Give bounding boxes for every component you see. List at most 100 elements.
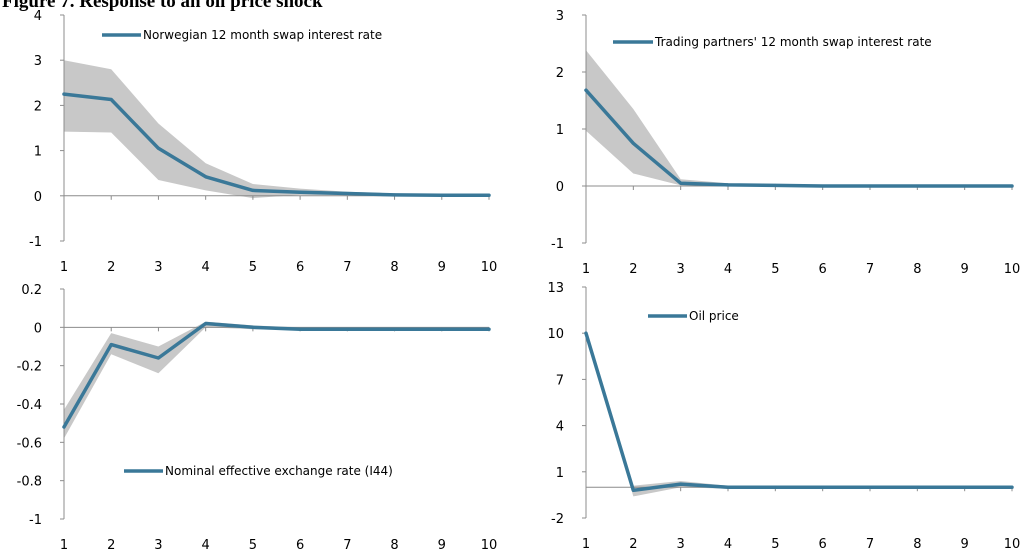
data-point	[345, 192, 349, 195]
y-tick-label: 1	[556, 466, 564, 481]
confidence-band	[64, 60, 489, 199]
y-tick-label: 3	[34, 54, 42, 69]
data-point	[298, 327, 302, 331]
legend-label: Oil price	[689, 309, 739, 323]
data-point	[204, 175, 208, 179]
data-point	[726, 183, 730, 187]
legend-label: Trading partners' 12 month swap interest…	[654, 35, 932, 49]
data-point	[821, 184, 825, 188]
y-tick-label: -0.4	[17, 398, 42, 413]
x-tick-label: 8	[390, 260, 398, 275]
data-point	[62, 92, 66, 96]
confidence-band	[586, 333, 1012, 497]
data-point	[773, 183, 777, 187]
data-point	[679, 181, 683, 185]
x-tick-label: 7	[343, 260, 351, 275]
y-tick-label: -0.2	[17, 360, 42, 375]
series-line	[62, 92, 491, 198]
data-point	[204, 322, 208, 325]
y-tick-label: -2	[551, 512, 564, 527]
x-tick-label: 9	[438, 260, 446, 275]
x-tick-label: 1	[582, 262, 590, 277]
data-point	[915, 485, 919, 489]
y-tick-label: 0.2	[21, 283, 42, 298]
data-point	[631, 488, 635, 492]
legend-label: Norwegian 12 month swap interest rate	[143, 28, 382, 42]
data-point	[1010, 485, 1014, 489]
x-tick-label: 7	[343, 538, 351, 550]
y-tick-label: 2	[556, 66, 564, 81]
data-point	[62, 425, 66, 429]
x-tick-label: 3	[677, 262, 685, 277]
data-point	[393, 327, 397, 331]
series-line	[584, 331, 1014, 493]
x-tick-label: 7	[866, 262, 874, 277]
data-point	[584, 88, 588, 92]
y-tick-label: 4	[556, 420, 564, 435]
y-tick-label: 1	[556, 123, 564, 138]
data-point	[679, 482, 683, 486]
data-point	[868, 184, 872, 188]
x-tick-label: 3	[677, 537, 685, 550]
x-tick-label: 2	[107, 260, 115, 275]
x-tick-label: 6	[819, 262, 827, 277]
y-tick-label: 13	[547, 281, 564, 296]
data-point	[156, 146, 160, 150]
y-tick-label: 7	[556, 373, 564, 388]
y-tick-label: 0	[34, 190, 42, 205]
x-tick-label: 6	[296, 260, 304, 275]
series-line	[62, 321, 491, 429]
y-tick-label: -1	[29, 235, 42, 250]
x-tick-label: 10	[1004, 262, 1021, 277]
x-tick-label: 1	[60, 538, 68, 550]
legend-label: Nominal effective exchange rate (I44)	[165, 464, 393, 478]
x-tick-label: 2	[107, 538, 115, 550]
x-tick-label: 2	[629, 537, 637, 550]
figure-title: Figure 7. Response to an oil price shock	[2, 0, 323, 12]
x-tick-label: 10	[1004, 537, 1021, 550]
x-tick-label: 5	[249, 260, 257, 275]
data-point	[440, 327, 444, 331]
y-tick-label: 1	[34, 145, 42, 160]
data-point	[584, 331, 588, 335]
data-point	[109, 98, 113, 101]
x-tick-label: 4	[724, 262, 732, 277]
x-tick-label: 5	[771, 537, 779, 550]
x-tick-label: 4	[202, 260, 210, 275]
data-point	[440, 193, 444, 197]
x-tick-label: 8	[913, 537, 921, 550]
x-tick-label: 1	[582, 537, 590, 550]
x-tick-label: 3	[154, 260, 162, 275]
y-tick-label: 4	[34, 9, 42, 24]
data-point	[915, 184, 919, 188]
y-tick-label: -1	[551, 237, 564, 252]
y-tick-label: -1	[29, 513, 42, 528]
data-point	[251, 325, 255, 329]
y-tick-label: -0.8	[17, 475, 42, 490]
data-point	[298, 190, 302, 194]
x-tick-label: 3	[154, 538, 162, 550]
data-point	[631, 141, 635, 145]
x-tick-label: 8	[913, 262, 921, 277]
data-point	[156, 356, 160, 360]
data-point	[345, 327, 349, 331]
x-tick-label: 10	[481, 260, 498, 275]
x-tick-label: 7	[866, 537, 874, 550]
y-tick-label: 0	[556, 180, 564, 195]
x-tick-label: 8	[390, 538, 398, 550]
data-point	[726, 485, 730, 489]
x-tick-label: 6	[296, 538, 304, 550]
x-tick-label: 9	[961, 262, 969, 277]
data-point	[487, 193, 491, 197]
x-tick-label: 5	[771, 262, 779, 277]
data-point	[868, 485, 872, 489]
x-tick-label: 2	[629, 262, 637, 277]
y-tick-label: 0	[34, 321, 42, 336]
data-point	[487, 327, 491, 331]
x-tick-label: 4	[202, 538, 210, 550]
data-point	[773, 485, 777, 489]
